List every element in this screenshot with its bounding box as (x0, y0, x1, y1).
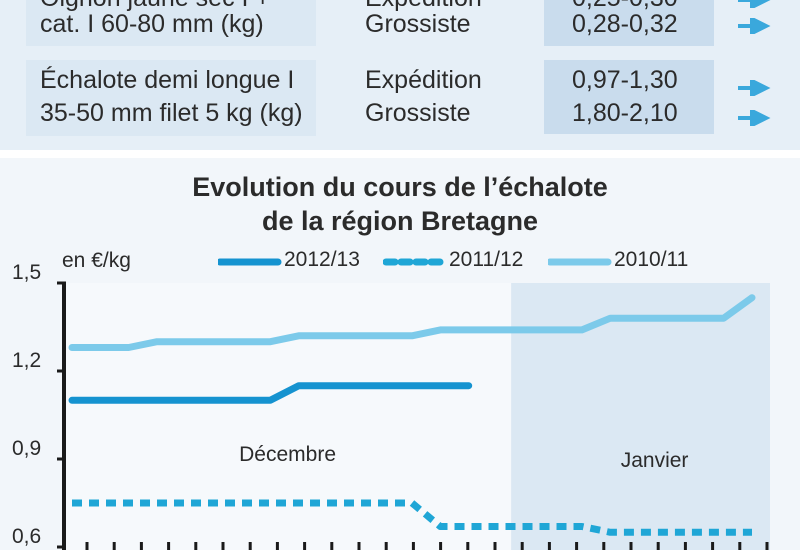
period-label: Décembre (239, 443, 336, 466)
legend-item-2011-12: 2011/12 (383, 248, 543, 276)
product-name-line-1: Oignon jaune sec I + (40, 0, 270, 14)
period-band (511, 283, 770, 550)
y-axis-unit-label: en €/kg (62, 249, 131, 272)
legend-item-2012-13: 2012/13 (218, 248, 378, 276)
price-expedition: 0,25-0,30 (572, 0, 678, 14)
price-table: Oignon jaune sec I + cat. I 60-80 mm (kg… (0, 0, 800, 150)
market-label-grossiste: Grossiste (365, 10, 471, 38)
y-tick-label: 0,6 (12, 525, 41, 548)
product-name-line-1: Échalote demi longue I (40, 66, 295, 94)
product-name-line-2: 35-50 mm filet 5 kg (kg) (40, 99, 303, 127)
right-arrow-icon (738, 18, 771, 34)
legend-swatch-light (548, 258, 612, 266)
series-line-2011-12 (72, 499, 752, 536)
market-label-grossiste: Grossiste (365, 99, 471, 127)
series-line-2010-11 (68, 294, 756, 351)
product-name-line-2: cat. I 60-80 mm (kg) (40, 10, 264, 38)
legend-item-2010-11: 2010/11 (548, 248, 718, 276)
right-arrow-icon (738, 110, 771, 126)
price-cell: 0,25-0,30 0,28-0,32 (544, 0, 714, 46)
right-arrow-icon (738, 80, 771, 96)
legend-label: 2010/11 (614, 248, 689, 271)
legend-label: 2012/13 (284, 248, 360, 271)
market-label-expedition: Expédition (365, 66, 482, 94)
period-band (64, 283, 512, 550)
period-label: Janvier (621, 449, 689, 472)
price-expedition: 0,97-1,30 (572, 66, 678, 94)
price-grossiste: 0,28-0,32 (572, 10, 678, 38)
right-arrow-icon (738, 0, 771, 8)
price-cell: 0,97-1,30 1,80-2,10 (544, 60, 714, 134)
market-label-expedition: Expédition (365, 0, 482, 14)
y-tick-label: 1,5 (12, 261, 41, 284)
table-row: Échalote demi longue I 35-50 mm filet 5 … (0, 60, 800, 136)
y-tick-label: 1,2 (12, 349, 41, 372)
legend-label: 2011/12 (449, 248, 524, 271)
y-tick-label: 0,9 (12, 437, 41, 460)
product-cell: Échalote demi longue I 35-50 mm filet 5 … (26, 60, 316, 136)
series-line-2012-13 (68, 382, 473, 404)
legend-swatch-dashed (383, 258, 447, 266)
price-grossiste: 1,80-2,10 (572, 99, 678, 127)
chart-title-line-1: Evolution du cours de l’échalote (192, 172, 608, 202)
chart-title-line-2: de la région Bretagne (261, 206, 539, 236)
table-row: Oignon jaune sec I + cat. I 60-80 mm (kg… (0, 0, 800, 46)
legend-swatch-solid (218, 258, 282, 266)
product-cell: Oignon jaune sec I + cat. I 60-80 mm (kg… (26, 0, 316, 46)
